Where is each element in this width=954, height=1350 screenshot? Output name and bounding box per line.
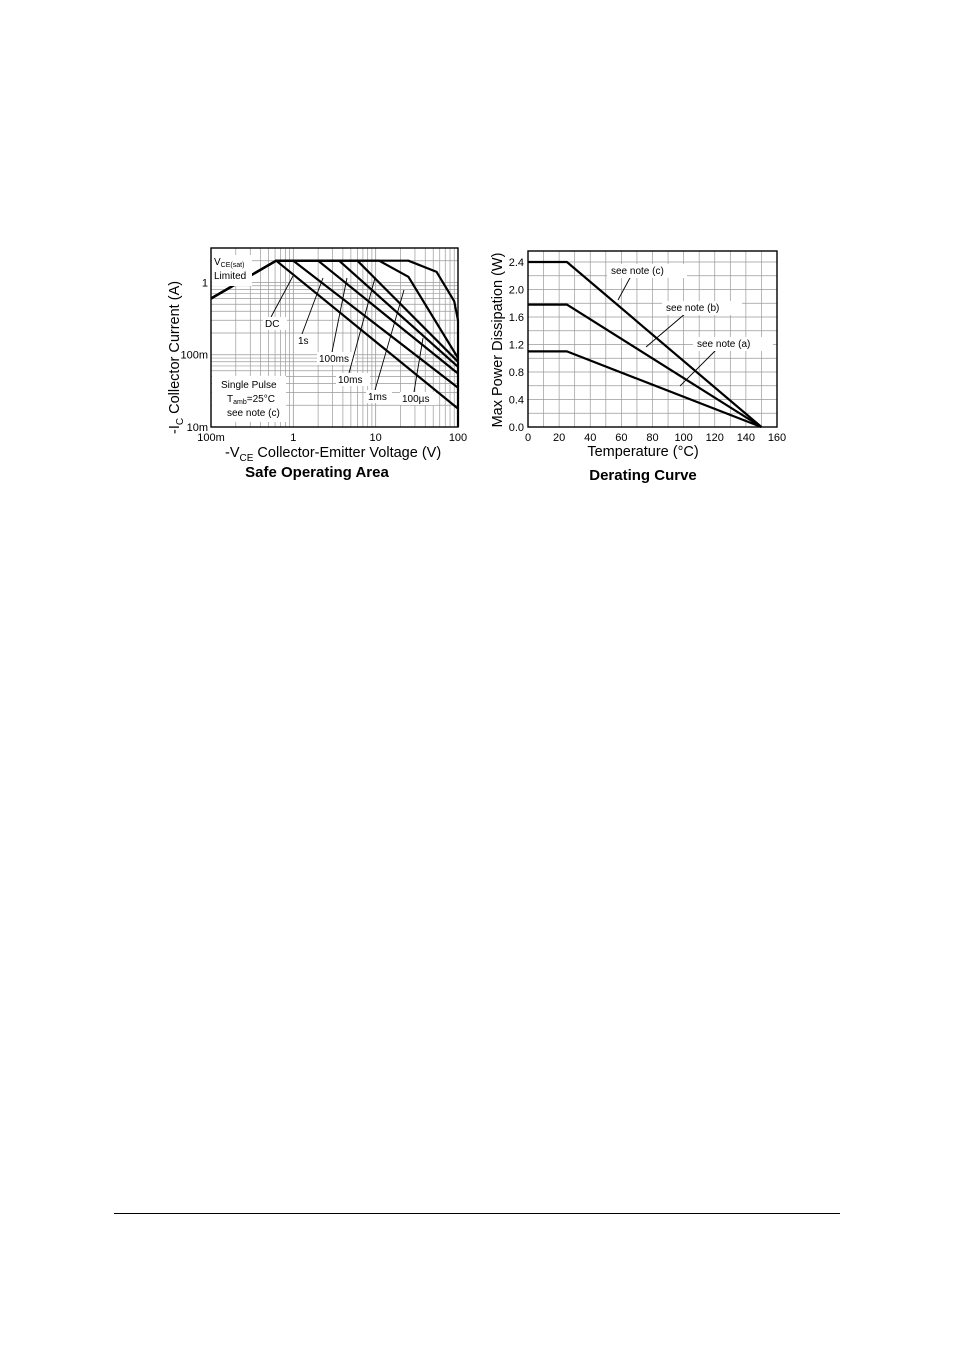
soa-series-label-dc: DC <box>265 319 279 330</box>
soa-label-bg <box>400 392 436 405</box>
soa-x-tick-label: 100m <box>197 432 225 444</box>
derating-x-tick-label: 20 <box>553 432 565 444</box>
soa-label-bg <box>317 352 355 365</box>
derating-leader-see-note-c <box>617 275 632 301</box>
soa-series-label-1ms: 1ms <box>368 392 387 403</box>
soa-chart-title: Safe Operating Area <box>245 464 389 481</box>
derating-label-bg <box>607 264 687 278</box>
derating-y-tick-label: 1.6 <box>509 312 524 324</box>
soa-y-tick-label: 1 <box>202 277 208 289</box>
derating-leader-see-note-a <box>679 348 718 387</box>
soa-annotation-text: see note (c) <box>227 408 280 419</box>
soa-leader-100-s <box>413 337 424 393</box>
soa-annotation-text: Single Pulse <box>221 380 277 391</box>
derating-series-label-see-note-b: see note (b) <box>666 303 719 314</box>
derating-label-bg <box>693 337 773 351</box>
derating-curve-see-note-b <box>528 303 762 428</box>
soa-x-axis-title: -VCE Collector-Emitter Voltage (V) <box>225 445 441 464</box>
soa-series-label-10ms: 10ms <box>338 375 362 386</box>
footer-divider <box>114 1213 840 1214</box>
soa-annotation-text: Limited <box>214 271 246 282</box>
soa-y-axis-title: -IC Collector Current (A) <box>167 281 186 434</box>
soa-leader-10ms <box>348 277 376 374</box>
soa-leader-1ms <box>374 289 405 391</box>
derating-y-axis-title: Max Power Dissipation (W) <box>490 253 506 428</box>
soa-series-label-100ms: 100ms <box>319 354 349 365</box>
soa-label-bg <box>263 317 287 330</box>
derating-series-label-see-note-c: see note (c) <box>611 266 664 277</box>
soa-annotation-bg <box>212 255 252 286</box>
derating-x-tick-label: 140 <box>737 432 755 444</box>
derating-x-tick-label: 100 <box>674 432 692 444</box>
soa-plot-frame <box>210 247 459 428</box>
derating-series-label-see-note-a: see note (a) <box>697 339 750 350</box>
derating-x-tick-label: 60 <box>615 432 627 444</box>
derating-x-tick-label: 0 <box>525 432 531 444</box>
soa-x-tick-label: 100 <box>449 432 467 444</box>
derating-x-tick-label: 80 <box>646 432 658 444</box>
soa-leader-1s <box>301 277 324 335</box>
soa-y-tick-label: 100m <box>180 350 208 362</box>
derating-x-tick-label: 120 <box>706 432 724 444</box>
derating-curve-see-note-c <box>528 260 763 428</box>
soa-leader-dc <box>270 275 294 318</box>
derating-label-bg <box>662 301 742 315</box>
soa-label-bg <box>336 373 370 386</box>
derating-y-tick-label: 2.4 <box>509 257 524 269</box>
derating-plot-frame <box>527 250 778 428</box>
derating-x-axis-title: Temperature (°C) <box>587 444 698 460</box>
soa-y-tick-label: 10m <box>187 422 208 434</box>
soa-label-bg <box>366 390 392 403</box>
derating-y-tick-label: 1.2 <box>509 340 524 352</box>
derating-y-tick-label: 2.0 <box>509 285 524 297</box>
soa-leader-100ms <box>331 277 348 353</box>
soa-x-tick-label: 1 <box>290 432 296 444</box>
derating-curve-see-note-a <box>528 350 762 429</box>
derating-grid <box>528 251 777 427</box>
derating-x-tick-label: 160 <box>768 432 786 444</box>
soa-series-label-100-s: 100µs <box>402 394 429 405</box>
derating-y-tick-label: 0.0 <box>509 422 524 434</box>
soa-x-tick-label: 10 <box>370 432 382 444</box>
derating-chart-title: Derating Curve <box>589 467 697 484</box>
derating-y-tick-label: 0.8 <box>509 367 524 379</box>
derating-leader-see-note-b <box>645 312 687 348</box>
soa-series-label-1s: 1s <box>298 336 309 347</box>
soa-annotation-text: Tamb=25°C <box>227 394 275 406</box>
derating-y-tick-label: 0.4 <box>509 395 524 407</box>
soa-annotation-text: VCE(sat) <box>214 257 244 269</box>
soa-label-bg <box>296 334 316 347</box>
soa-annotation-bg <box>212 376 286 422</box>
derating-x-tick-label: 40 <box>584 432 596 444</box>
soa-grid <box>211 248 458 427</box>
